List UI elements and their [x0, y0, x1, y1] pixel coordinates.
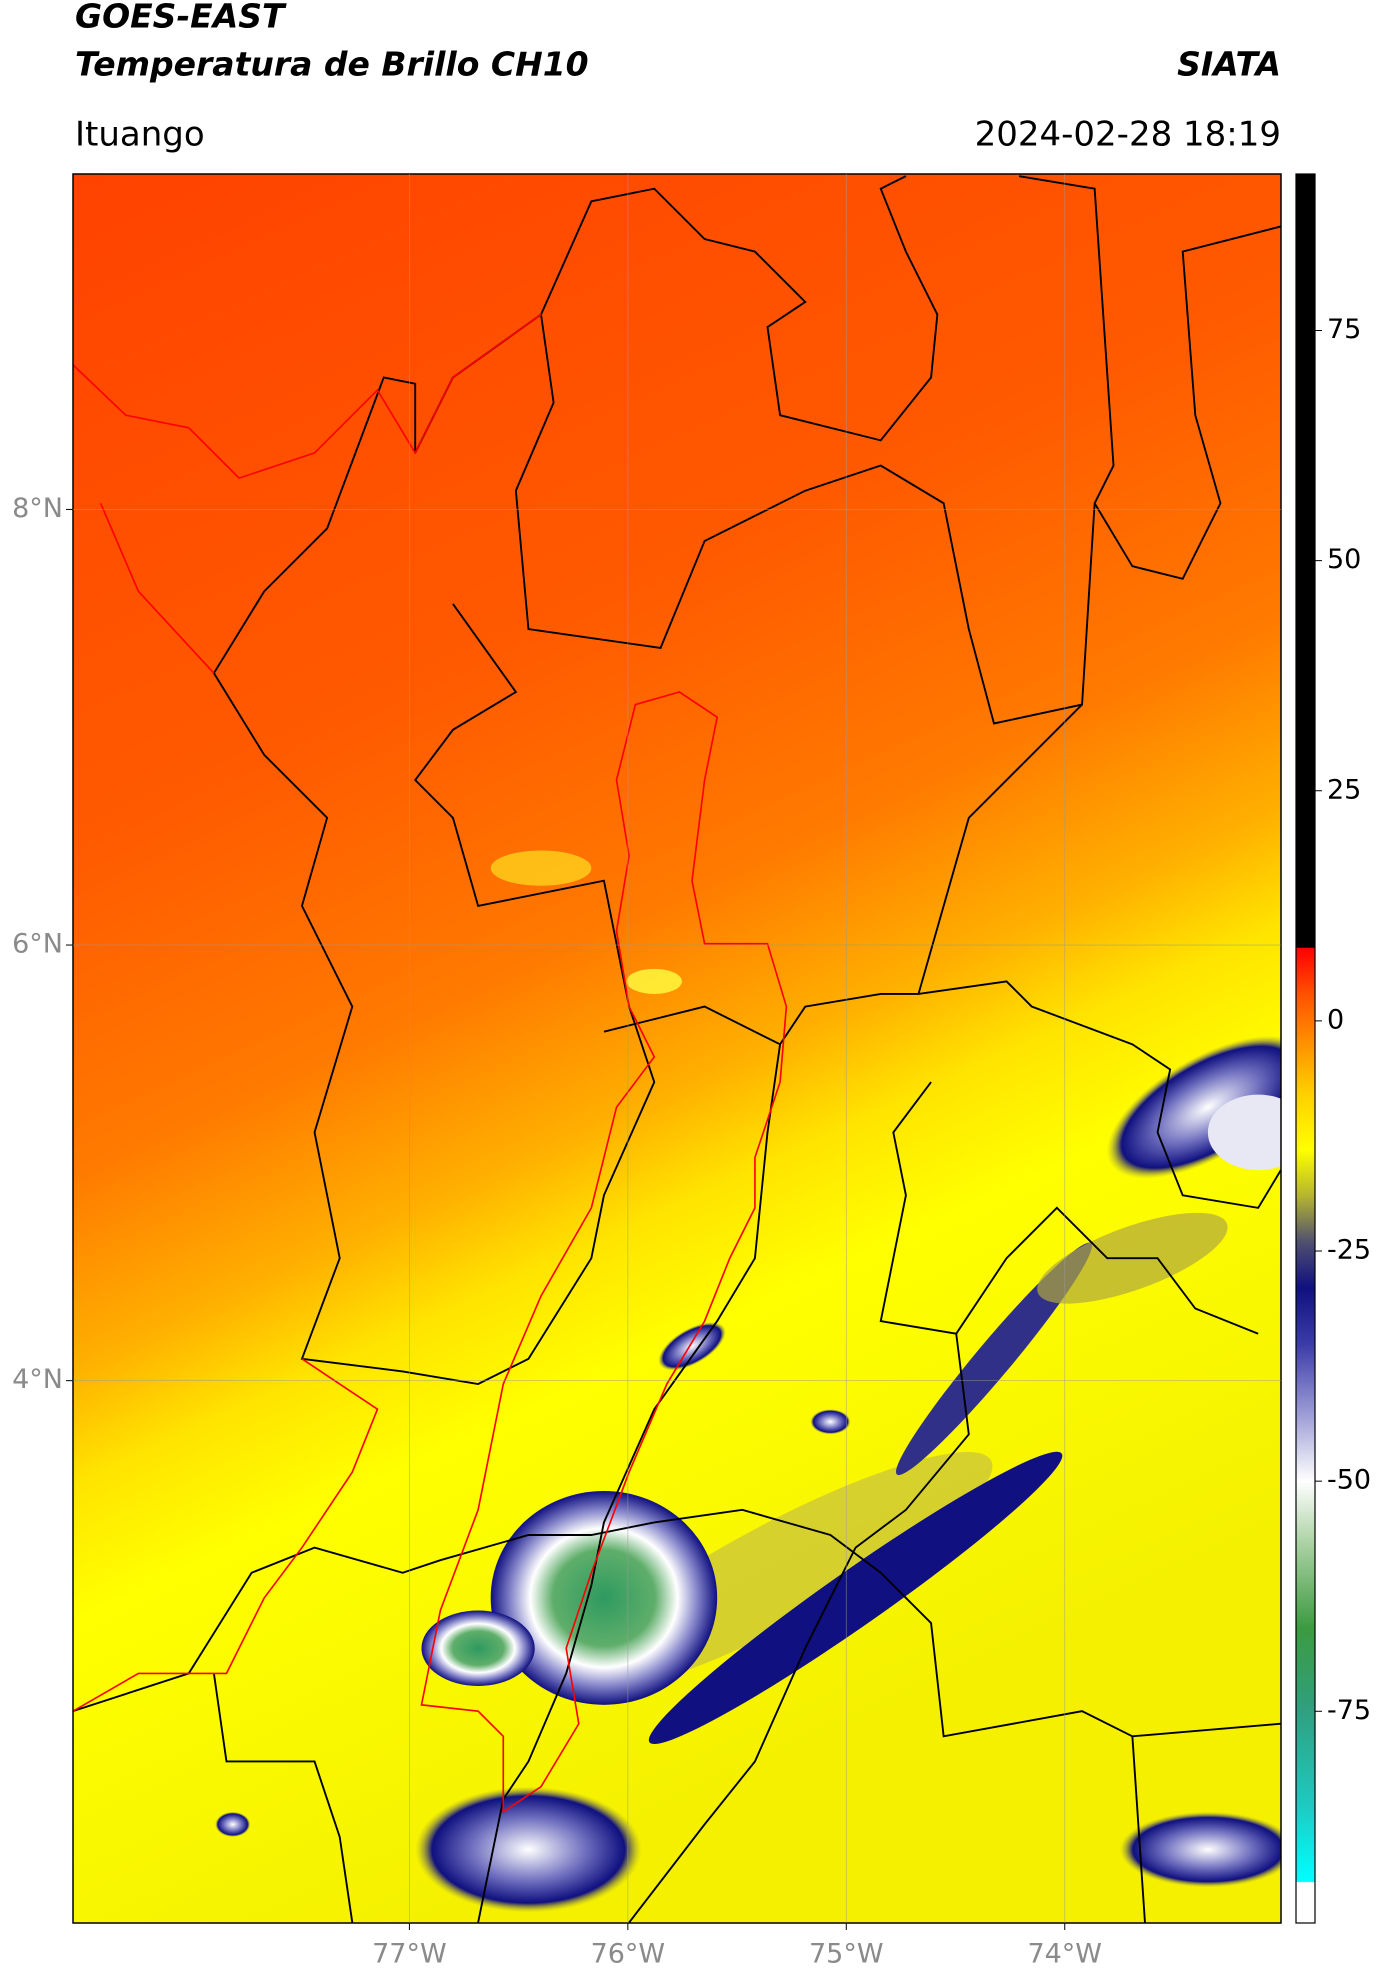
colorbar-tick-label: 0	[1327, 1004, 1344, 1035]
colorbar: 75 50 25 0 -25 -50 -75	[1296, 174, 1371, 1923]
colorbar-tick-label: 75	[1327, 314, 1361, 345]
x-tick-label: 77°W	[372, 1939, 447, 1970]
colorbar-frame	[1295, 173, 1316, 1924]
colorbar-tick-label: -75	[1327, 1695, 1371, 1726]
y-tick-label: 8°N	[12, 493, 63, 524]
x-tick-label: 75°W	[809, 1939, 884, 1970]
borders	[73, 175, 1281, 1923]
y-tick-label: 4°N	[12, 1364, 63, 1395]
x-tick-label: 76°W	[591, 1939, 666, 1970]
colorbar-tick-label: -50	[1327, 1465, 1371, 1496]
x-tick-label: 74°W	[1027, 1939, 1102, 1970]
cloud-field	[215, 850, 1281, 1913]
title: GOES-EAST	[75, 0, 287, 36]
source: SIATA	[1177, 45, 1281, 84]
colorbar-tick-label: 25	[1327, 774, 1361, 805]
colorbar-fill	[1296, 174, 1315, 1923]
subtitle: Temperatura de Brillo CH10	[75, 45, 589, 84]
colorbar-tick-label: -25	[1327, 1235, 1371, 1266]
map-frame	[72, 173, 1282, 1924]
y-tick-label: 6°N	[12, 929, 63, 960]
map	[73, 174, 1281, 1923]
colorbar-tick-label: 50	[1327, 544, 1361, 575]
location: Ituango	[75, 115, 205, 155]
datetime: 2024-02-28 18:19	[975, 115, 1281, 155]
